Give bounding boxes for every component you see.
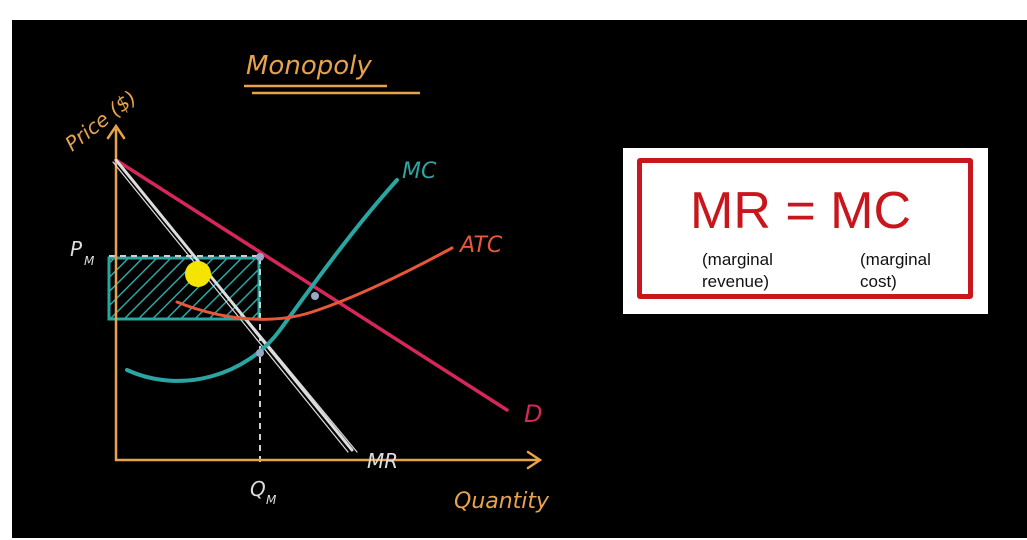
mr-note-line-1: (marginal	[702, 250, 773, 269]
mc-curve-label: MC	[402, 159, 437, 184]
marginal-cost-curve	[125, 178, 399, 383]
profit-max-equation: MR = MC	[690, 182, 911, 240]
formula-card: MR = MC (marginal revenue) (marginal cos…	[623, 148, 988, 314]
marginal-revenue-curve	[112, 158, 358, 453]
mr-curve-label: MR	[367, 449, 398, 473]
demand-curve-label: D	[524, 400, 542, 428]
y-axis-arrow	[106, 123, 126, 140]
profit-area	[107, 256, 261, 321]
atc-mc-intersection-point	[311, 292, 319, 300]
formula-frame: MR = MC (marginal revenue) (marginal cos…	[637, 158, 973, 299]
average-total-cost-curve	[175, 246, 454, 321]
x-axis-label: Quantity	[454, 489, 550, 514]
monopoly-diagram: Monopoly Price ($) Quantity P M Q M MC A…	[60, 51, 550, 514]
mc-definition: (marginal cost)	[860, 249, 931, 293]
demand-price-point	[256, 253, 264, 261]
mr-definition: (marginal revenue)	[702, 249, 773, 293]
diagram-title: Monopoly	[246, 51, 372, 81]
quantity-marker-label: Q	[250, 477, 266, 501]
y-axis-label: Price ($)	[60, 85, 141, 156]
mc-note-line-2: cost)	[860, 272, 897, 291]
x-axis-arrow	[526, 450, 543, 470]
axes	[106, 123, 543, 470]
pointer-cursor	[185, 261, 211, 287]
price-marker-subscript: M	[84, 254, 95, 268]
mr-note-line-2: revenue)	[702, 272, 770, 291]
mr-mc-intersection-point	[256, 349, 264, 357]
quantity-marker-subscript: M	[266, 493, 277, 507]
mc-note-line-1: (marginal	[860, 250, 931, 269]
atc-curve-label: ATC	[458, 233, 503, 258]
video-frame: Monopoly Price ($) Quantity P M Q M MC A…	[12, 20, 1027, 538]
price-marker-label: P	[70, 237, 83, 261]
